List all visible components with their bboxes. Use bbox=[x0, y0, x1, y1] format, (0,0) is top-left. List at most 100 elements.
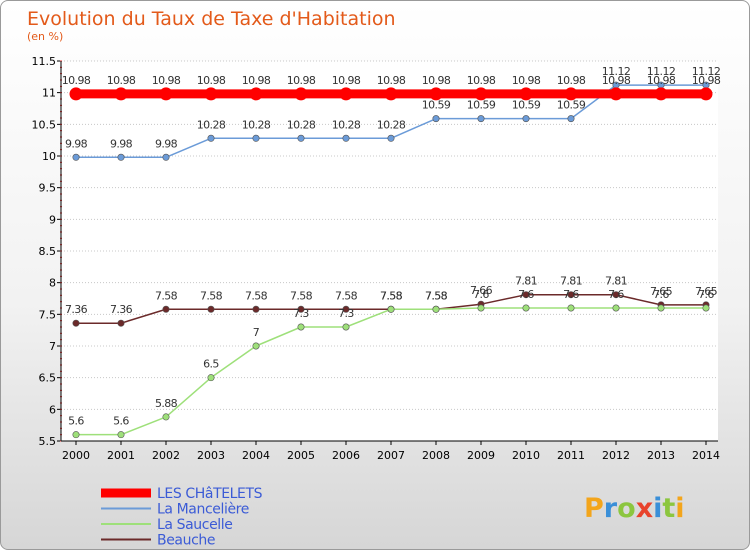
data-label: 7.36 bbox=[110, 303, 133, 316]
y-tick-label: 9.5 bbox=[39, 182, 57, 195]
data-label: 7.58 bbox=[335, 289, 358, 302]
data-point bbox=[519, 87, 533, 101]
data-label: 7.6 bbox=[698, 288, 714, 301]
y-tick-label: 5.5 bbox=[39, 435, 57, 448]
data-label: 5.6 bbox=[68, 415, 84, 428]
data-point bbox=[69, 87, 83, 101]
data-label: 10.98 bbox=[242, 74, 271, 87]
data-label: 10.98 bbox=[647, 74, 676, 87]
data-label: 10.98 bbox=[467, 74, 496, 87]
data-point bbox=[654, 87, 668, 101]
chart-subtitle: (en %) bbox=[27, 30, 63, 43]
legend-label: La Mancelière bbox=[157, 502, 249, 518]
y-tick-label: 10 bbox=[42, 150, 56, 163]
data-label: 9.98 bbox=[155, 137, 178, 150]
data-label: 7.58 bbox=[290, 289, 313, 302]
data-label: 7.36 bbox=[65, 303, 88, 316]
data-point bbox=[297, 323, 305, 331]
data-label: 10.28 bbox=[287, 118, 316, 131]
data-point bbox=[477, 304, 485, 312]
x-tick-label: 2001 bbox=[107, 449, 135, 462]
data-label: 9.98 bbox=[65, 137, 88, 150]
data-point bbox=[657, 304, 665, 312]
legend-label: La Saucelle bbox=[157, 517, 232, 533]
data-label: 6.5 bbox=[203, 358, 219, 371]
logo-letter: i bbox=[675, 493, 684, 524]
logo-letter: P bbox=[584, 493, 604, 524]
data-label: 7.81 bbox=[560, 275, 582, 288]
data-label: 7.81 bbox=[515, 275, 537, 288]
data-label: 7.58 bbox=[380, 289, 403, 302]
data-point bbox=[204, 87, 218, 101]
data-point bbox=[159, 87, 173, 101]
data-point bbox=[474, 87, 488, 101]
y-tick-label: 8 bbox=[49, 277, 56, 290]
data-label: 11.12 bbox=[602, 65, 631, 78]
y-tick-label: 10.5 bbox=[32, 118, 57, 131]
data-label: 11.12 bbox=[692, 65, 721, 78]
y-tick-label: 9 bbox=[49, 213, 56, 226]
data-label: 7.58 bbox=[200, 289, 223, 302]
proxiti-logo: Proxiti bbox=[584, 493, 685, 524]
data-label: 11.12 bbox=[647, 65, 676, 78]
data-label: 7.66 bbox=[470, 284, 493, 297]
data-point bbox=[249, 87, 263, 101]
data-point bbox=[252, 134, 260, 142]
data-point bbox=[429, 87, 443, 101]
data-label: 7.6 bbox=[608, 288, 624, 301]
data-labels: 10.98 10.98 10.98 10.98 10.98 10.98 10.98 10.98… bbox=[62, 65, 722, 428]
data-label: 10.98 bbox=[152, 74, 181, 87]
data-label: 10.59 bbox=[557, 99, 586, 112]
x-tick-label: 2002 bbox=[152, 449, 180, 462]
data-label: 10.98 bbox=[107, 74, 136, 87]
data-label: 7 bbox=[253, 326, 260, 339]
data-point bbox=[207, 374, 215, 382]
x-tick-label: 2004 bbox=[242, 449, 270, 462]
y-tick-label: 11.5 bbox=[32, 55, 57, 68]
data-point bbox=[567, 115, 575, 123]
data-point bbox=[294, 87, 308, 101]
data-point bbox=[72, 319, 80, 327]
data-point bbox=[564, 87, 578, 101]
data-label: 10.59 bbox=[422, 99, 451, 112]
data-point bbox=[522, 115, 530, 123]
data-point bbox=[522, 304, 530, 312]
data-label: 10.28 bbox=[242, 118, 271, 131]
x-tick-label: 2005 bbox=[287, 449, 315, 462]
data-label: 10.98 bbox=[62, 74, 91, 87]
data-label: 10.98 bbox=[557, 74, 586, 87]
logo-letter: i bbox=[653, 493, 662, 524]
data-label: 7.58 bbox=[380, 289, 403, 302]
x-tick-label: 2008 bbox=[422, 449, 450, 462]
data-point bbox=[339, 87, 353, 101]
data-point bbox=[117, 153, 125, 161]
y-tick-label: 8.5 bbox=[39, 245, 57, 258]
data-point bbox=[297, 305, 305, 313]
data-label: 7.65 bbox=[650, 285, 673, 298]
data-point bbox=[72, 431, 80, 439]
data-point bbox=[612, 304, 620, 312]
data-point bbox=[114, 87, 128, 101]
data-point bbox=[207, 305, 215, 313]
y-tick-label: 7 bbox=[49, 340, 56, 353]
data-label: 7.58 bbox=[245, 289, 268, 302]
x-tick-label: 2013 bbox=[647, 449, 675, 462]
x-tick-label: 2006 bbox=[332, 449, 360, 462]
legend-label: Beauche bbox=[157, 533, 215, 549]
x-tick-label: 2011 bbox=[557, 449, 585, 462]
data-label: 7.6 bbox=[653, 288, 669, 301]
data-label: 10.59 bbox=[512, 99, 541, 112]
data-point bbox=[522, 291, 530, 299]
data-label: 7.6 bbox=[518, 288, 534, 301]
data-label: 7.3 bbox=[293, 307, 309, 320]
data-point bbox=[162, 153, 170, 161]
data-point bbox=[117, 319, 125, 327]
data-label: 10.98 bbox=[512, 74, 541, 87]
data-label: 10.98 bbox=[197, 74, 226, 87]
data-point bbox=[567, 304, 575, 312]
data-point bbox=[207, 134, 215, 142]
data-label: 5.88 bbox=[155, 397, 178, 410]
data-label: 10.28 bbox=[197, 118, 226, 131]
